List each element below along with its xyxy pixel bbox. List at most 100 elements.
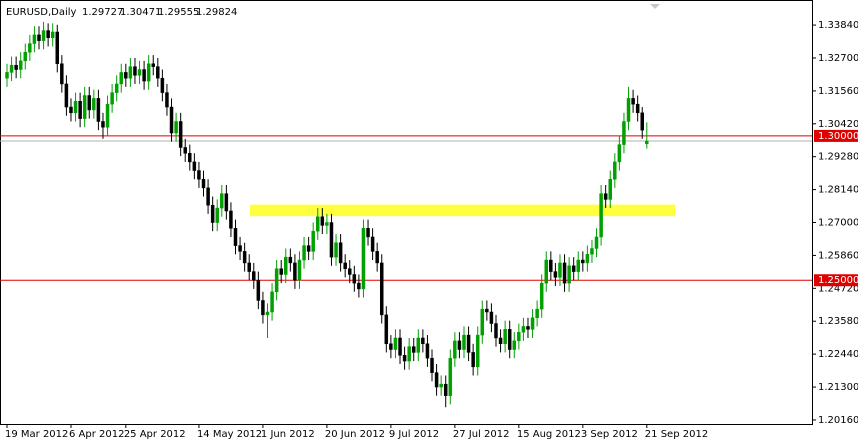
- candle-body: [535, 308, 539, 319]
- candle-body: [567, 265, 571, 284]
- candle-body: [46, 30, 50, 39]
- candle-body: [411, 346, 416, 353]
- candle-body: [14, 64, 18, 70]
- candle-body: [55, 31, 60, 65]
- candle-body: [485, 308, 489, 313]
- candle-body: [608, 178, 612, 200]
- candle-body: [156, 66, 160, 79]
- candle-body: [23, 51, 28, 62]
- candle-body: [311, 230, 315, 252]
- candle-body: [393, 337, 398, 350]
- candle-body: [594, 236, 599, 249]
- candle-body: [462, 334, 466, 350]
- candle-body: [64, 83, 69, 108]
- level-label-box: [814, 274, 858, 287]
- candle-body: [370, 236, 375, 252]
- candle-body: [329, 222, 334, 258]
- header-value: 1.29727: [82, 7, 123, 18]
- candle-body: [576, 259, 580, 272]
- candle-body: [192, 161, 197, 171]
- x-tick-label: 19 Mar 2012: [5, 429, 68, 440]
- candle-body: [297, 259, 302, 281]
- candle-body: [517, 331, 521, 342]
- candle-body: [229, 210, 233, 229]
- candle-body: [37, 34, 41, 41]
- candle-body: [366, 228, 370, 238]
- candle-body: [384, 314, 389, 345]
- x-tick-label: 3 Sep 2012: [581, 429, 638, 440]
- candle-body: [87, 95, 92, 111]
- candle-body: [288, 256, 293, 264]
- candle-body: [201, 178, 206, 189]
- level-label: 1.25000: [818, 275, 858, 286]
- candle-body: [348, 268, 352, 275]
- candle-body: [475, 334, 480, 368]
- candle-body: [142, 69, 146, 82]
- candle-body: [338, 242, 343, 264]
- candle-body: [379, 262, 384, 316]
- candle-body: [284, 256, 288, 275]
- candle-body: [402, 355, 407, 362]
- y-tick-label: 1.21300: [818, 382, 858, 393]
- candle-body: [581, 259, 585, 264]
- candle-body: [105, 103, 110, 128]
- candle-body: [334, 242, 338, 258]
- candle-body: [562, 262, 567, 284]
- candle-body: [220, 193, 224, 209]
- y-tick-label: 1.32700: [818, 53, 858, 64]
- candle-body: [178, 121, 183, 148]
- candle-body: [60, 63, 64, 85]
- y-tick-label: 1.29280: [818, 152, 858, 163]
- support-zone: [250, 204, 675, 217]
- candle-body: [443, 383, 448, 396]
- candle-body: [69, 106, 73, 114]
- candle-body: [558, 262, 562, 278]
- candle-body: [316, 216, 320, 232]
- candle-body: [215, 207, 219, 223]
- candle-body: [526, 326, 530, 330]
- candle-body: [151, 63, 155, 67]
- candle-body: [137, 69, 142, 76]
- candle-body: [247, 262, 251, 272]
- candle-body: [224, 193, 229, 212]
- candle-body: [165, 92, 169, 108]
- candle-body: [494, 323, 498, 339]
- candle-body: [617, 144, 622, 163]
- y-tick-label: 1.25860: [818, 250, 858, 261]
- candle-body: [206, 187, 210, 206]
- candle-body: [28, 43, 32, 53]
- candle-body: [261, 300, 265, 316]
- candle-body: [512, 340, 517, 350]
- candle-body: [183, 147, 187, 154]
- candle-body: [448, 357, 453, 396]
- candle-body: [119, 72, 123, 85]
- candle-body: [96, 98, 101, 122]
- y-tick-label: 1.24720: [818, 283, 858, 294]
- x-tick-label: 6 Apr 2012: [69, 429, 124, 440]
- candle-body: [174, 121, 178, 134]
- candle-body: [553, 271, 558, 278]
- x-tick-label: 1 Jun 2012: [261, 429, 315, 440]
- candle-body: [210, 204, 215, 223]
- x-tick-label: 14 May 2012: [197, 429, 262, 440]
- candle-body: [503, 329, 507, 345]
- candle-body: [389, 343, 393, 350]
- candle-body: [5, 72, 9, 79]
- x-tick-label: 25 Apr 2012: [124, 429, 186, 440]
- level-label-box: [814, 129, 858, 142]
- y-tick-label: 1.20160: [818, 415, 858, 426]
- candle-body: [407, 346, 411, 362]
- candle-body: [128, 66, 133, 79]
- candle-body: [640, 112, 644, 131]
- candle-body: [507, 329, 512, 350]
- candle-body: [293, 262, 297, 281]
- candle-body: [270, 291, 274, 313]
- candle-body: [489, 311, 494, 324]
- candle-body: [73, 101, 78, 114]
- candle-body: [603, 193, 608, 200]
- y-tick-label: 1.23580: [818, 316, 858, 327]
- candle-body: [466, 334, 471, 353]
- candle-body: [302, 245, 306, 261]
- y-tick-label: 1.27000: [818, 218, 858, 229]
